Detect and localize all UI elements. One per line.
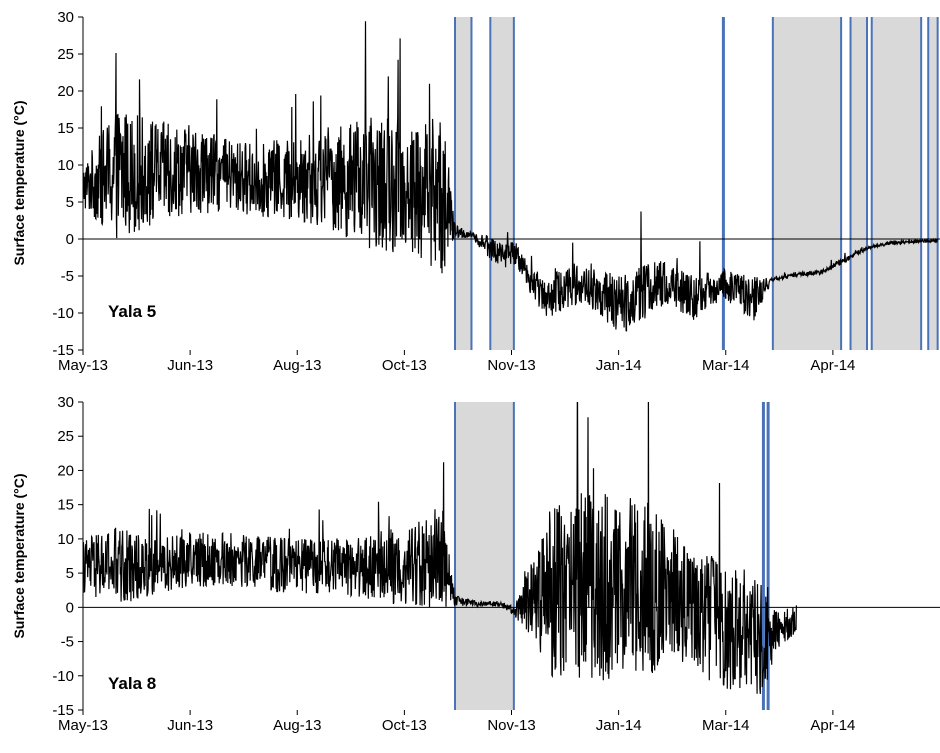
shaded-period [850, 17, 868, 350]
y-tick-label: -5 [61, 634, 74, 651]
shaded-period [928, 17, 938, 350]
x-tick-label: Jan-14 [596, 357, 642, 374]
x-tick-label: Jun-13 [167, 357, 213, 374]
y-tick-label: 5 [66, 194, 74, 211]
y-tick-label: 0 [66, 231, 74, 248]
x-tick-label: Jan-14 [596, 717, 642, 734]
y-tick-label: -10 [52, 305, 74, 322]
series-line [83, 21, 939, 332]
y-tick-label: 15 [57, 497, 74, 514]
x-tick-label: Oct-13 [382, 717, 427, 734]
y-tick-label: -15 [52, 702, 74, 719]
x-tick-label: Jun-13 [167, 717, 213, 734]
series-line [83, 402, 797, 694]
chart-panel-yala-5: -15 -10 -5 0 5 10 15 20 25 30 May-13 Jun-13 Aug-13 Oc… [11, 9, 940, 374]
x-tick-label: May-13 [58, 717, 108, 734]
y-tick-label: -15 [52, 342, 74, 359]
x-tick-label: Apr-14 [810, 357, 855, 374]
shaded-period [490, 17, 514, 350]
y-tick-label: 20 [57, 83, 74, 100]
y-tick-label: 0 [66, 599, 74, 616]
y-tick-label: 30 [57, 9, 74, 26]
x-tick-label: Aug-13 [273, 717, 321, 734]
shaded-period [454, 17, 472, 350]
x-tick-label: Mar-14 [702, 357, 750, 374]
x-tick-label: Nov-13 [487, 717, 535, 734]
y-tick-label: 25 [57, 46, 74, 63]
y-tick-label: 25 [57, 428, 74, 445]
shaded-period [871, 17, 922, 350]
x-tick-label: Nov-13 [487, 357, 535, 374]
y-tick-label: 10 [57, 157, 74, 174]
chart-panel-yala-8: -15 -10 -5 0 5 10 15 20 25 30 May-13 Jun-13 Aug-13 Oc… [11, 394, 940, 734]
y-axis-label: Surface temperature (°C) [11, 473, 27, 638]
shaded-period [772, 17, 842, 350]
shaded-period [454, 402, 514, 710]
x-tick-label: Apr-14 [810, 717, 855, 734]
y-tick-label: 30 [57, 394, 74, 411]
y-tick-label: -5 [61, 268, 74, 285]
y-tick-label: 20 [57, 462, 74, 479]
x-tick-label: Mar-14 [702, 717, 750, 734]
y-tick-label: 5 [66, 565, 74, 582]
y-tick-label: -10 [52, 668, 74, 685]
x-tick-label: May-13 [58, 357, 108, 374]
y-tick-label: 10 [57, 531, 74, 548]
panel-label: Yala 8 [108, 674, 156, 693]
panel-label: Yala 5 [108, 302, 156, 321]
x-tick-label: Oct-13 [382, 357, 427, 374]
x-tick-label: Aug-13 [273, 357, 321, 374]
y-tick-label: 15 [57, 120, 74, 137]
y-axis-label: Surface temperature (°C) [11, 100, 27, 265]
